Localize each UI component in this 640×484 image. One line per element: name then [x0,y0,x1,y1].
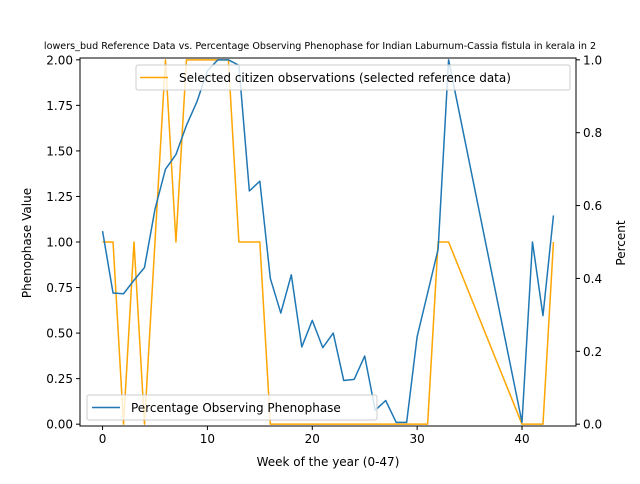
y-left-tick-label: 1.00 [46,236,73,250]
legend-label-selected-citizen-observations: Selected citizen observations (selected … [179,71,511,85]
y-right-tick-label: 0.0 [583,418,602,432]
x-axis-label: Week of the year (0-47) [257,455,400,469]
legend-bottom-frame [86,394,378,421]
legend-bottom-left: Percentage Observing Phenophase [86,394,378,421]
legend-label-percentage-observing-phenophase: Percentage Observing Phenophase [131,401,341,415]
chart-title: lowers_bud Reference Data vs. Percentage… [44,41,596,52]
y-left-tick-label: 0.50 [46,327,73,341]
y-right-tick-label: 0.2 [583,345,602,359]
series-line-percentage-observing-phenophase [101,59,555,424]
y-left-tick-label: 2.00 [46,53,73,67]
y-left-tick-label: 1.50 [46,144,73,158]
y-left-tick-label: 0.00 [46,418,73,432]
y-right-tick-label: 1.0 [583,53,602,67]
y-left-tick-label: 0.25 [46,372,73,386]
y-left-tick-label: 1.25 [46,190,73,204]
y-right-tick-label: 0.8 [583,126,602,140]
legend-top-right: Selected citizen observations (selected … [135,64,571,91]
y-axis-label-left: Phenophase Value [20,188,34,298]
y-axis-label-right: Percent [614,220,628,265]
y-left-tick-label: 1.75 [46,99,73,113]
y-left-tick-label: 0.75 [46,281,73,295]
x-tick-label: 30 [409,432,424,446]
x-tick-label: 10 [200,432,215,446]
y-right-tick-label: 0.6 [583,199,602,213]
x-tick-label: 0 [99,432,107,446]
x-tick-label: 40 [514,432,529,446]
plot-area: 0 10 20 30 40 0.00 0.25 0.50 0.75 1.00 1.25 1.50 1.7… [46,53,602,446]
x-tick-label: 20 [305,432,320,446]
y-right-tick-label: 0.4 [583,272,602,286]
legend-top-frame [135,64,571,91]
